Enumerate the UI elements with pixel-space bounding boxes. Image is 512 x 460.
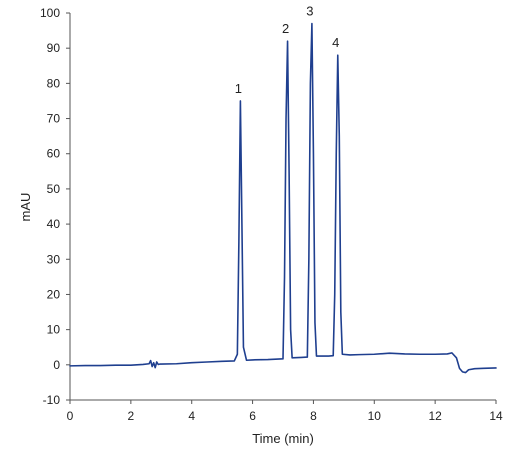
y-tick-label: -10	[43, 393, 61, 407]
y-tick-label: 30	[47, 252, 61, 266]
x-ticks: 0 2 4 6 8 10 12 14	[67, 400, 503, 423]
y-tick-label: 10	[47, 323, 61, 337]
y-ticks: -10 0 10 20 30 40 50 60 70 80 90 100	[40, 6, 70, 407]
peak-label-3: 3	[306, 4, 313, 19]
x-tick-label: 0	[67, 409, 74, 423]
y-tick-label: 50	[47, 182, 61, 196]
x-tick-label: 2	[128, 409, 135, 423]
x-tick-label: 4	[188, 409, 195, 423]
x-tick-label: 8	[310, 409, 317, 423]
y-tick-label: 40	[47, 217, 61, 231]
x-tick-label: 10	[368, 409, 382, 423]
y-tick-label: 60	[47, 147, 61, 161]
x-tick-label: 14	[489, 409, 503, 423]
peak-label-4: 4	[332, 35, 339, 50]
y-tick-label: 100	[40, 6, 60, 20]
y-axis-title: mAU	[18, 193, 33, 222]
peak-label-2: 2	[282, 21, 289, 36]
x-tick-label: 12	[428, 409, 442, 423]
y-tick-label: 90	[47, 41, 61, 55]
y-tick-label: 0	[53, 358, 60, 372]
y-tick-label: 20	[47, 287, 61, 301]
peak-labels: 1 2 3 4	[235, 4, 340, 96]
axes	[69, 13, 496, 401]
y-tick-label: 70	[47, 112, 61, 126]
peak-label-1: 1	[235, 81, 242, 96]
x-axis-title: Time (min)	[252, 431, 314, 446]
x-tick-label: 6	[249, 409, 256, 423]
chromatogram-trace	[69, 22, 497, 374]
y-tick-label: 80	[47, 76, 61, 90]
